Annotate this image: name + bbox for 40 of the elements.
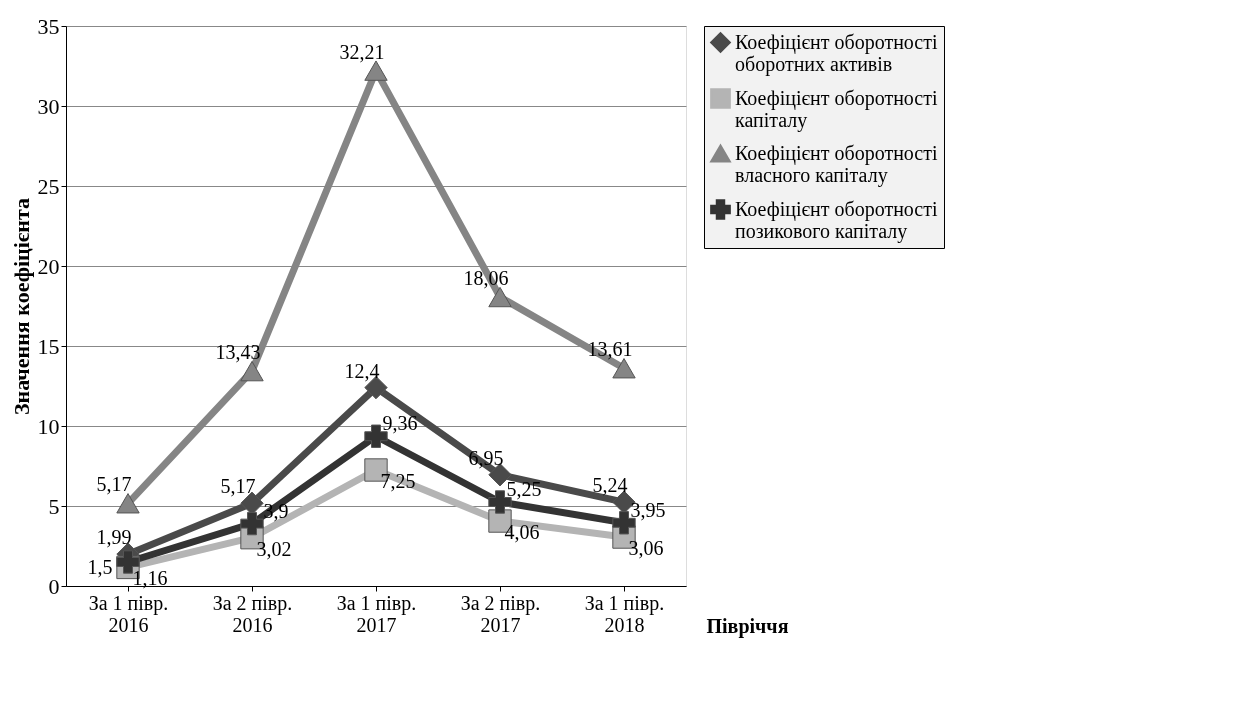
y-tick-label: 25 [37,173,60,199]
data-label: 9,36 [382,412,418,435]
data-label: 3,95 [630,498,666,521]
legend-label: Коефіцієнт оборотності власного капіталу [735,141,938,187]
data-label: 3,06 [628,537,664,560]
x-tick-label: За 1 півр. 2017 [336,591,417,636]
y-tick-label: 30 [37,93,60,119]
point [240,511,264,536]
y-tick-label: 20 [37,253,60,279]
y-tick-label: 5 [48,493,60,519]
y-tick-label: 10 [37,413,60,439]
data-label: 5,24 [592,474,628,497]
data-label: 5,17 [220,475,256,498]
point [116,493,140,514]
data-label: 4,06 [504,521,540,544]
data-label: 1,5 [87,556,113,578]
x-tick-label: За 2 півр. 2016 [212,591,293,636]
x-tick-label: За 1 півр. 2016 [88,591,169,636]
x-axis-title: Півріччя [706,614,789,638]
legend-label: Коефіцієнт оборотності капіталу [735,86,938,132]
y-tick-label: 35 [37,13,60,39]
data-label: 7,25 [380,470,416,492]
data-label: 1,99 [96,526,132,549]
data-label: 13,61 [587,338,633,361]
data-label: 13,43 [215,341,261,364]
data-label: 3,02 [256,537,292,560]
y-axis-title: Значення коефіцієнта [8,197,34,416]
data-label: 5,17 [96,473,132,496]
data-label: 5,25 [506,478,542,500]
data-label: 1,16 [132,567,168,590]
data-label: 18,06 [463,267,509,290]
point [612,358,636,379]
data-label: 32,21 [339,40,385,63]
x-tick-label: За 1 півр. 2018 [584,591,665,636]
y-tick-label: 15 [37,333,60,359]
x-tick-label: За 2 півр. 2017 [460,591,541,636]
data-label: 12,4 [344,359,380,382]
legend-label: Коефіцієнт оборотності оборотних активів [735,30,938,76]
legend-label: Коефіцієнт оборотності позикового капіталу [735,197,938,243]
y-tick-label: 0 [48,573,60,599]
